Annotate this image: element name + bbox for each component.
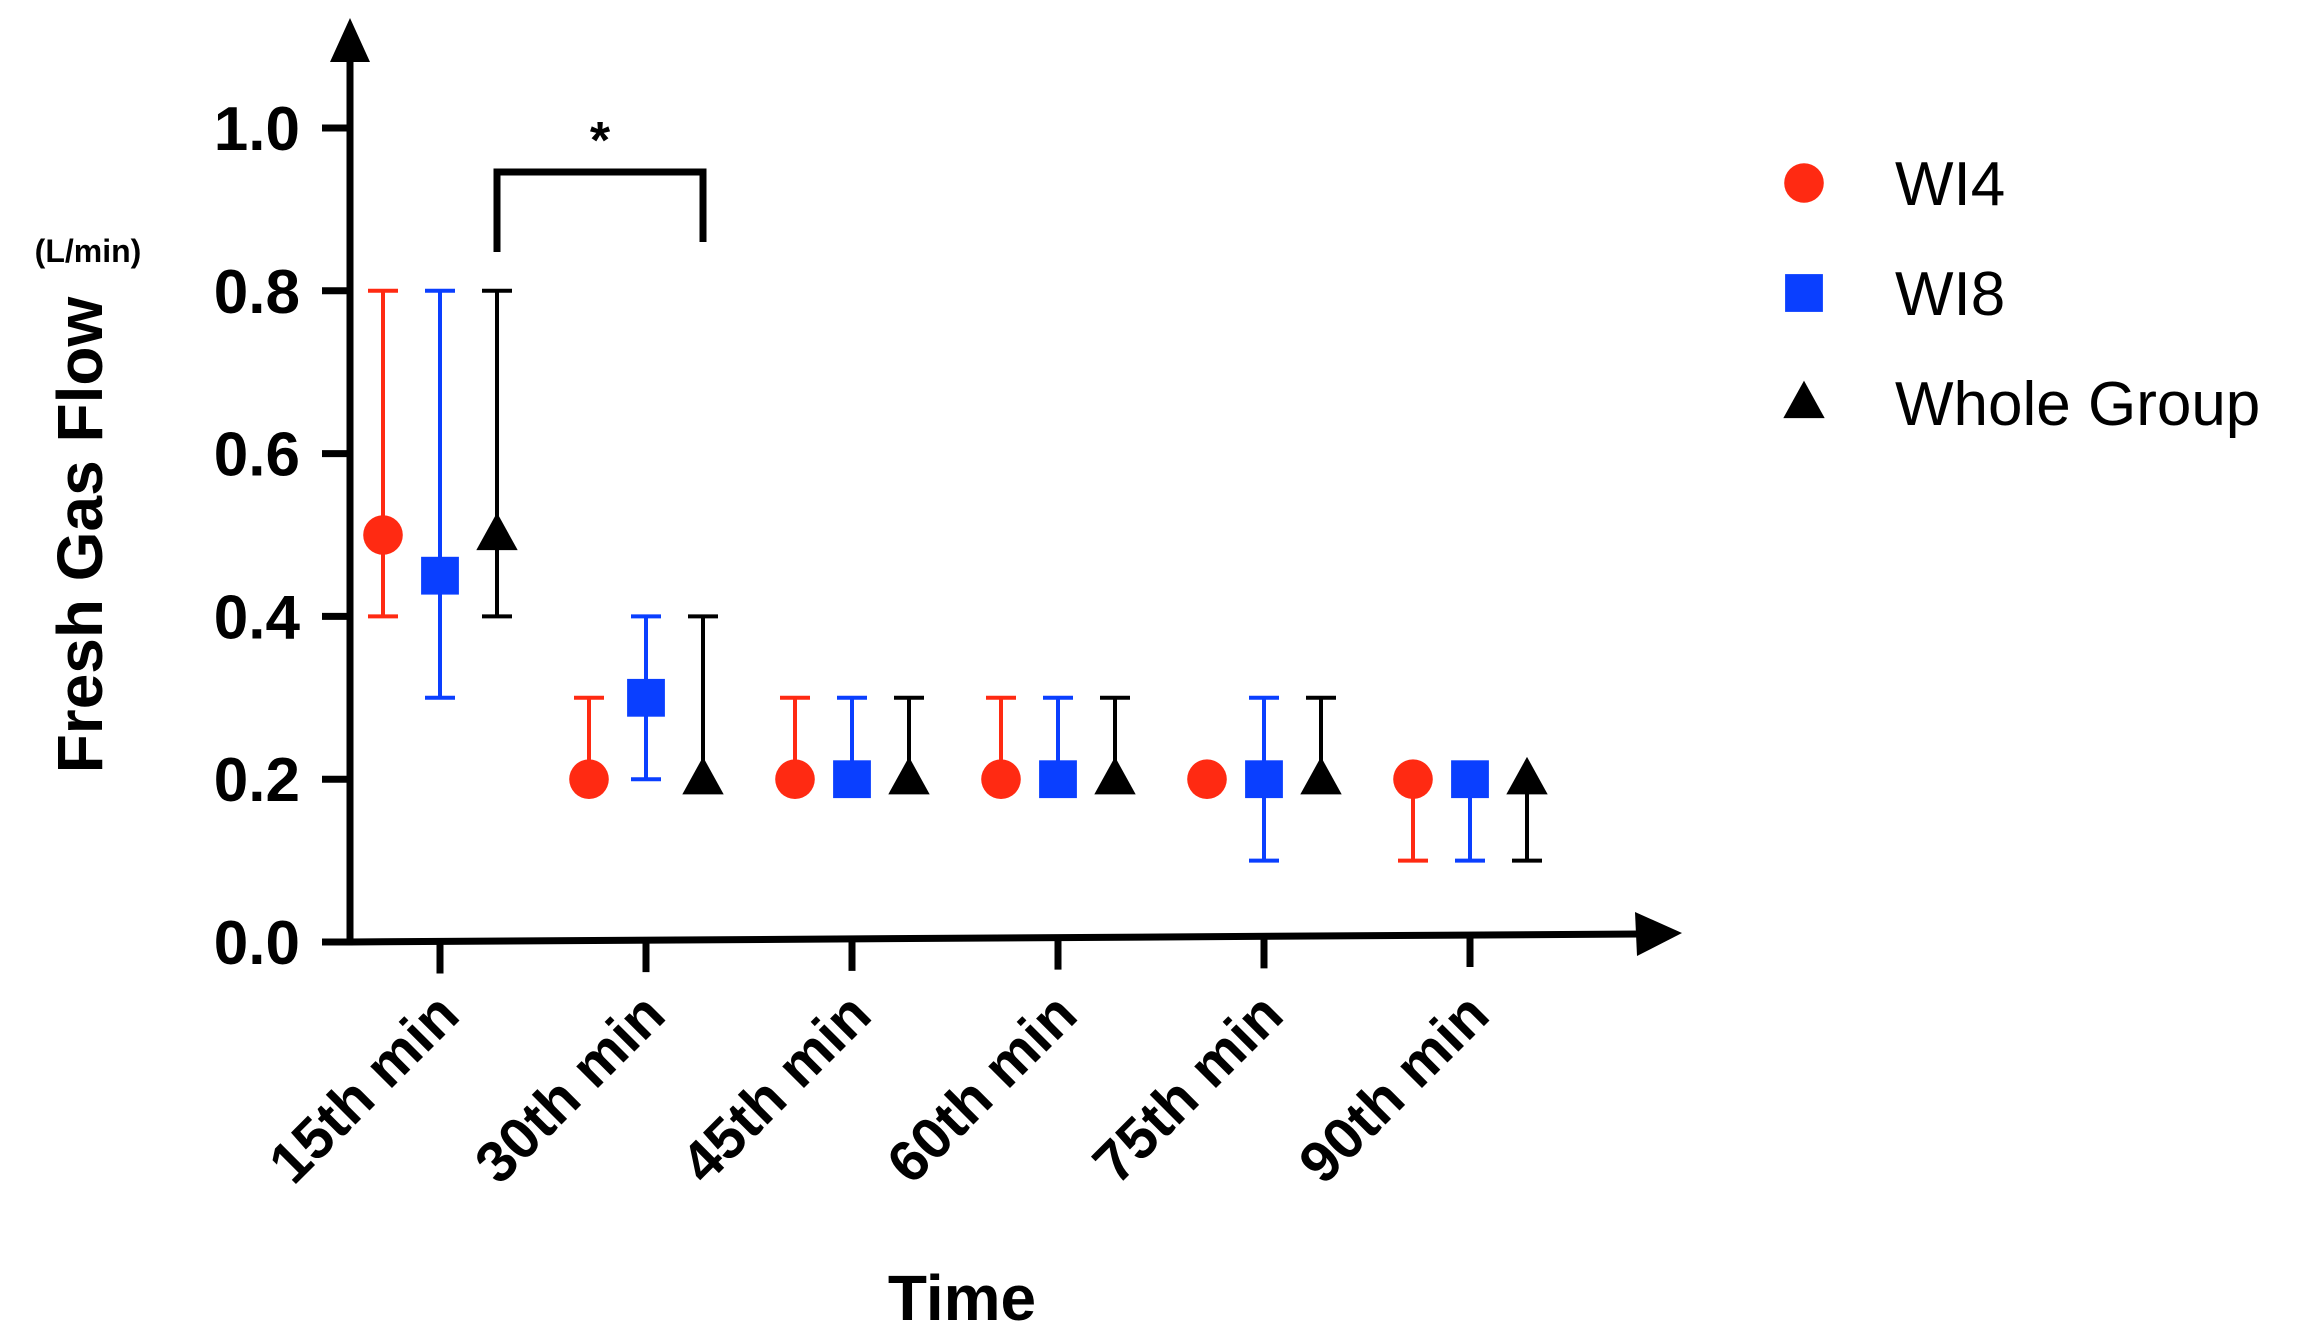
- series-wi8: [421, 288, 1489, 863]
- legend-item: Whole Group: [1783, 370, 2260, 439]
- data-point: [363, 515, 403, 555]
- x-tick-label: 90th min: [1287, 981, 1502, 1196]
- data-point: [981, 759, 1021, 799]
- data-point: [1245, 760, 1283, 799]
- y-tick-label: 0.6: [214, 421, 300, 490]
- y-tick-label: 0.8: [214, 258, 300, 327]
- data-point: [1506, 756, 1548, 795]
- legend-label: Whole Group: [1895, 370, 2260, 439]
- x-tick-label: 30th min: [463, 981, 678, 1196]
- data-point: [421, 556, 459, 595]
- data-point: [775, 759, 815, 799]
- data-point: [1039, 760, 1077, 799]
- annotation-layer: *: [493, 112, 707, 252]
- data-point: [682, 756, 724, 795]
- significance-star: *: [590, 112, 611, 170]
- x-tick-label: 15th min: [257, 981, 472, 1196]
- legend-item: WI8: [1785, 260, 2005, 329]
- data-point: [1451, 760, 1489, 799]
- legend-label: WI4: [1895, 150, 2005, 219]
- data-point: [1187, 759, 1227, 799]
- series-wi4: [363, 288, 1433, 863]
- y-ticks: 0.0 0.2 0.4 0.6 0.8 1.0: [214, 95, 350, 978]
- data-point: [833, 760, 871, 799]
- y-tick-label: 1.0: [214, 95, 300, 164]
- data-point: [627, 678, 665, 717]
- significance-bracket: [493, 168, 707, 252]
- y-tick-label: 0.2: [214, 746, 300, 815]
- y-axis-title: Fresh Gas Flow: [44, 297, 116, 774]
- legend-marker: [1783, 380, 1825, 419]
- data-point: [1300, 756, 1342, 795]
- legend-marker: [1784, 163, 1824, 203]
- x-axis-arrowhead: [1635, 912, 1682, 956]
- series-layer: [363, 288, 1548, 863]
- x-tick-label: 75th min: [1081, 981, 1296, 1196]
- data-point: [1393, 759, 1433, 799]
- y-axis-unit: (L/min): [35, 233, 142, 269]
- data-point: [476, 512, 518, 551]
- x-tick-label: 60th min: [875, 981, 1090, 1196]
- x-axis-line: [349, 930, 1641, 946]
- data-point: [569, 759, 609, 799]
- x-axis-title: Time: [888, 1262, 1036, 1334]
- data-point: [1094, 756, 1136, 795]
- x-tick-label: 45th min: [669, 981, 884, 1196]
- legend-marker: [1785, 274, 1823, 312]
- y-tick-label: 0.4: [214, 583, 301, 652]
- legend-label: WI8: [1895, 260, 2005, 329]
- y-tick-label: 0.0: [214, 909, 300, 978]
- legend: WI4 WI8 Whole Group: [1783, 150, 2260, 439]
- series-whole-group: [476, 288, 1548, 863]
- y-axis-arrowhead: [330, 18, 370, 62]
- data-point: [888, 756, 930, 795]
- legend-item: WI4: [1784, 150, 2005, 219]
